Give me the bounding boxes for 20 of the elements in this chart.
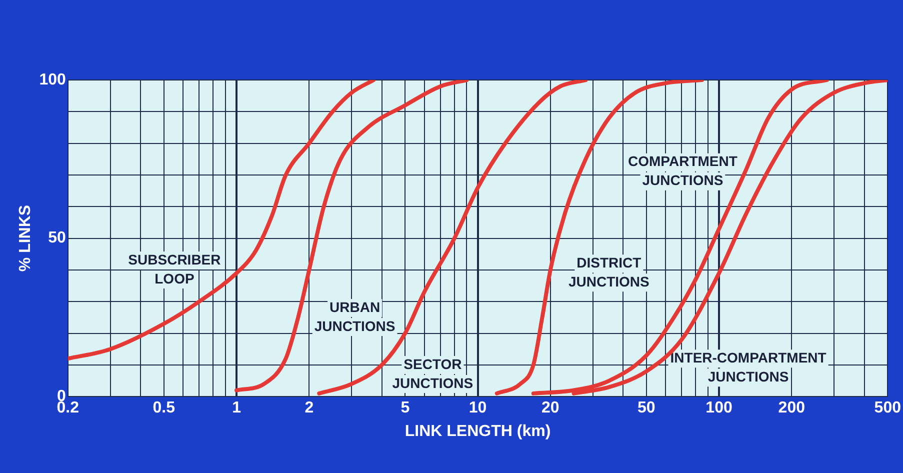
y-axis-title: % LINKS [17, 204, 34, 272]
series-label: SECTOR JUNCTIONS [392, 356, 474, 391]
series-label: URBAN JUNCTIONS [314, 298, 396, 334]
x-tick-label: 100 [706, 400, 732, 417]
x-tick-label: 1 [232, 400, 242, 417]
x-tick-label: 200 [778, 400, 806, 417]
x-tick-label: 20 [542, 400, 560, 417]
x-axis-title: LINK LENGTH (km) [404, 422, 551, 440]
x-tick-label: 2 [304, 400, 314, 417]
y-tick-label: 50 [48, 230, 66, 247]
series-label: SUBSCRIBER LOOP [128, 251, 221, 286]
series-label: INTER-COMPARTMENT JUNCTIONS [670, 349, 827, 384]
y-tick-label: 100 [39, 71, 66, 88]
x-tick-label: 0.5 [152, 400, 176, 417]
x-tick-label: 10 [468, 400, 487, 417]
series-label: COMPARTMENT JUNCTIONS [628, 153, 738, 188]
x-tick-label: 500 [874, 400, 902, 417]
series-label: DISTRICT JUNCTIONS [568, 254, 650, 290]
x-tick-label: 50 [638, 400, 656, 417]
x-tick-label: 5 [400, 400, 410, 417]
